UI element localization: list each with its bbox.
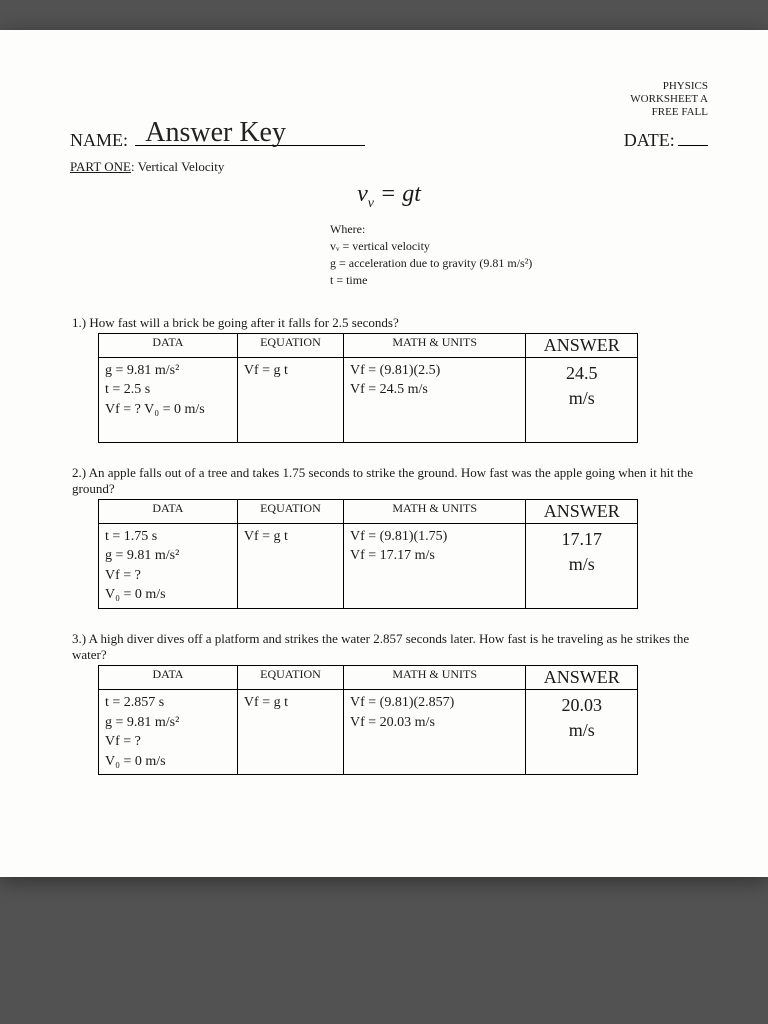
question-3: 3.) A high diver dives off a platform an… <box>70 631 708 775</box>
col-data: DATA <box>99 665 238 689</box>
q2-table: DATA EQUATION MATH & UNITS ANSWER t = 1.… <box>98 499 638 609</box>
date-line <box>678 145 708 146</box>
q3-math: Vf = (9.81)(2.857) Vf = 20.03 m/s <box>344 689 526 774</box>
q2-prompt: An apple falls out of a tree and takes 1… <box>72 465 693 496</box>
q2-math: Vf = (9.81)(1.75) Vf = 17.17 m/s <box>343 523 525 608</box>
q1-num: 1.) <box>72 315 86 330</box>
header-line-2: WORKSHEET A <box>70 93 708 106</box>
name-line: Answer Key <box>135 145 365 146</box>
formula-v: v <box>357 181 368 207</box>
q3-ans: 20.03 m/s <box>526 689 638 774</box>
question-2: 2.) An apple falls out of a tree and tak… <box>70 465 708 609</box>
q1-ans: 24.5 m/s <box>526 357 638 442</box>
q3-data: t = 2.857 s g = 9.81 m/s² Vf = ? V₀ = 0 … <box>99 689 238 774</box>
q1-data: g = 9.81 m/s² t = 2.5 s Vf = ? V₀ = 0 m/… <box>99 357 238 442</box>
question-1: 1.) How fast will a brick be going after… <box>70 315 708 443</box>
where-line-0: vᵥ = vertical velocity <box>330 238 708 255</box>
formula-rhs: = gt <box>374 181 421 207</box>
q2-ans: 17.17 m/s <box>526 523 638 608</box>
col-equation: EQUATION <box>237 333 343 357</box>
name-group: NAME: Answer Key <box>70 130 365 151</box>
formula: vv = gt <box>70 181 708 212</box>
col-math: MATH & UNITS <box>344 665 526 689</box>
where-block: Where: vᵥ = vertical velocity g = accele… <box>330 221 708 288</box>
q2-data: t = 1.75 s g = 9.81 m/s² Vf = ? V₀ = 0 m… <box>99 523 238 608</box>
where-line-2: t = time <box>330 272 708 289</box>
q3-num: 3.) <box>72 631 86 646</box>
q3-prompt: A high diver dives off a platform and st… <box>72 631 689 662</box>
question-2-text: 2.) An apple falls out of a tree and tak… <box>72 465 708 497</box>
where-title: Where: <box>330 221 708 238</box>
header-block: PHYSICS WORKSHEET A FREE FALL <box>70 80 708 120</box>
col-math: MATH & UNITS <box>343 499 525 523</box>
col-equation: EQUATION <box>237 665 343 689</box>
header-line-1: PHYSICS <box>70 80 708 93</box>
date-label: DATE: <box>624 130 675 150</box>
col-answer: ANSWER <box>526 665 638 689</box>
col-data: DATA <box>99 333 238 357</box>
q1-prompt: How fast will a brick be going after it … <box>89 315 398 330</box>
col-answer: ANSWER <box>526 499 638 523</box>
q3-eq: Vf = g t <box>237 689 343 774</box>
question-1-text: 1.) How fast will a brick be going after… <box>72 315 708 331</box>
q2-num: 2.) <box>72 465 86 480</box>
part-one-text: : Vertical Velocity <box>131 159 224 174</box>
col-equation: EQUATION <box>237 499 343 523</box>
part-one-label: PART ONE <box>70 159 131 174</box>
date-group: DATE: <box>624 130 708 151</box>
name-date-row: NAME: Answer Key DATE: <box>70 130 708 151</box>
q1-table: DATA EQUATION MATH & UNITS ANSWER g = 9.… <box>98 333 638 443</box>
worksheet-page: PHYSICS WORKSHEET A FREE FALL NAME: Answ… <box>0 30 768 877</box>
part-one: PART ONE: Vertical Velocity <box>70 159 708 175</box>
q2-eq: Vf = g t <box>237 523 343 608</box>
col-answer: ANSWER <box>526 333 638 357</box>
name-label: NAME: <box>70 130 128 150</box>
q3-table: DATA EQUATION MATH & UNITS ANSWER t = 2.… <box>98 665 638 775</box>
q1-eq: Vf = g t <box>237 357 343 442</box>
name-value: Answer Key <box>145 117 286 149</box>
q1-math: Vf = (9.81)(2.5) Vf = 24.5 m/s <box>343 357 525 442</box>
where-line-1: g = acceleration due to gravity (9.81 m/… <box>330 255 708 272</box>
question-3-text: 3.) A high diver dives off a platform an… <box>72 631 708 663</box>
col-math: MATH & UNITS <box>343 333 525 357</box>
col-data: DATA <box>99 499 238 523</box>
